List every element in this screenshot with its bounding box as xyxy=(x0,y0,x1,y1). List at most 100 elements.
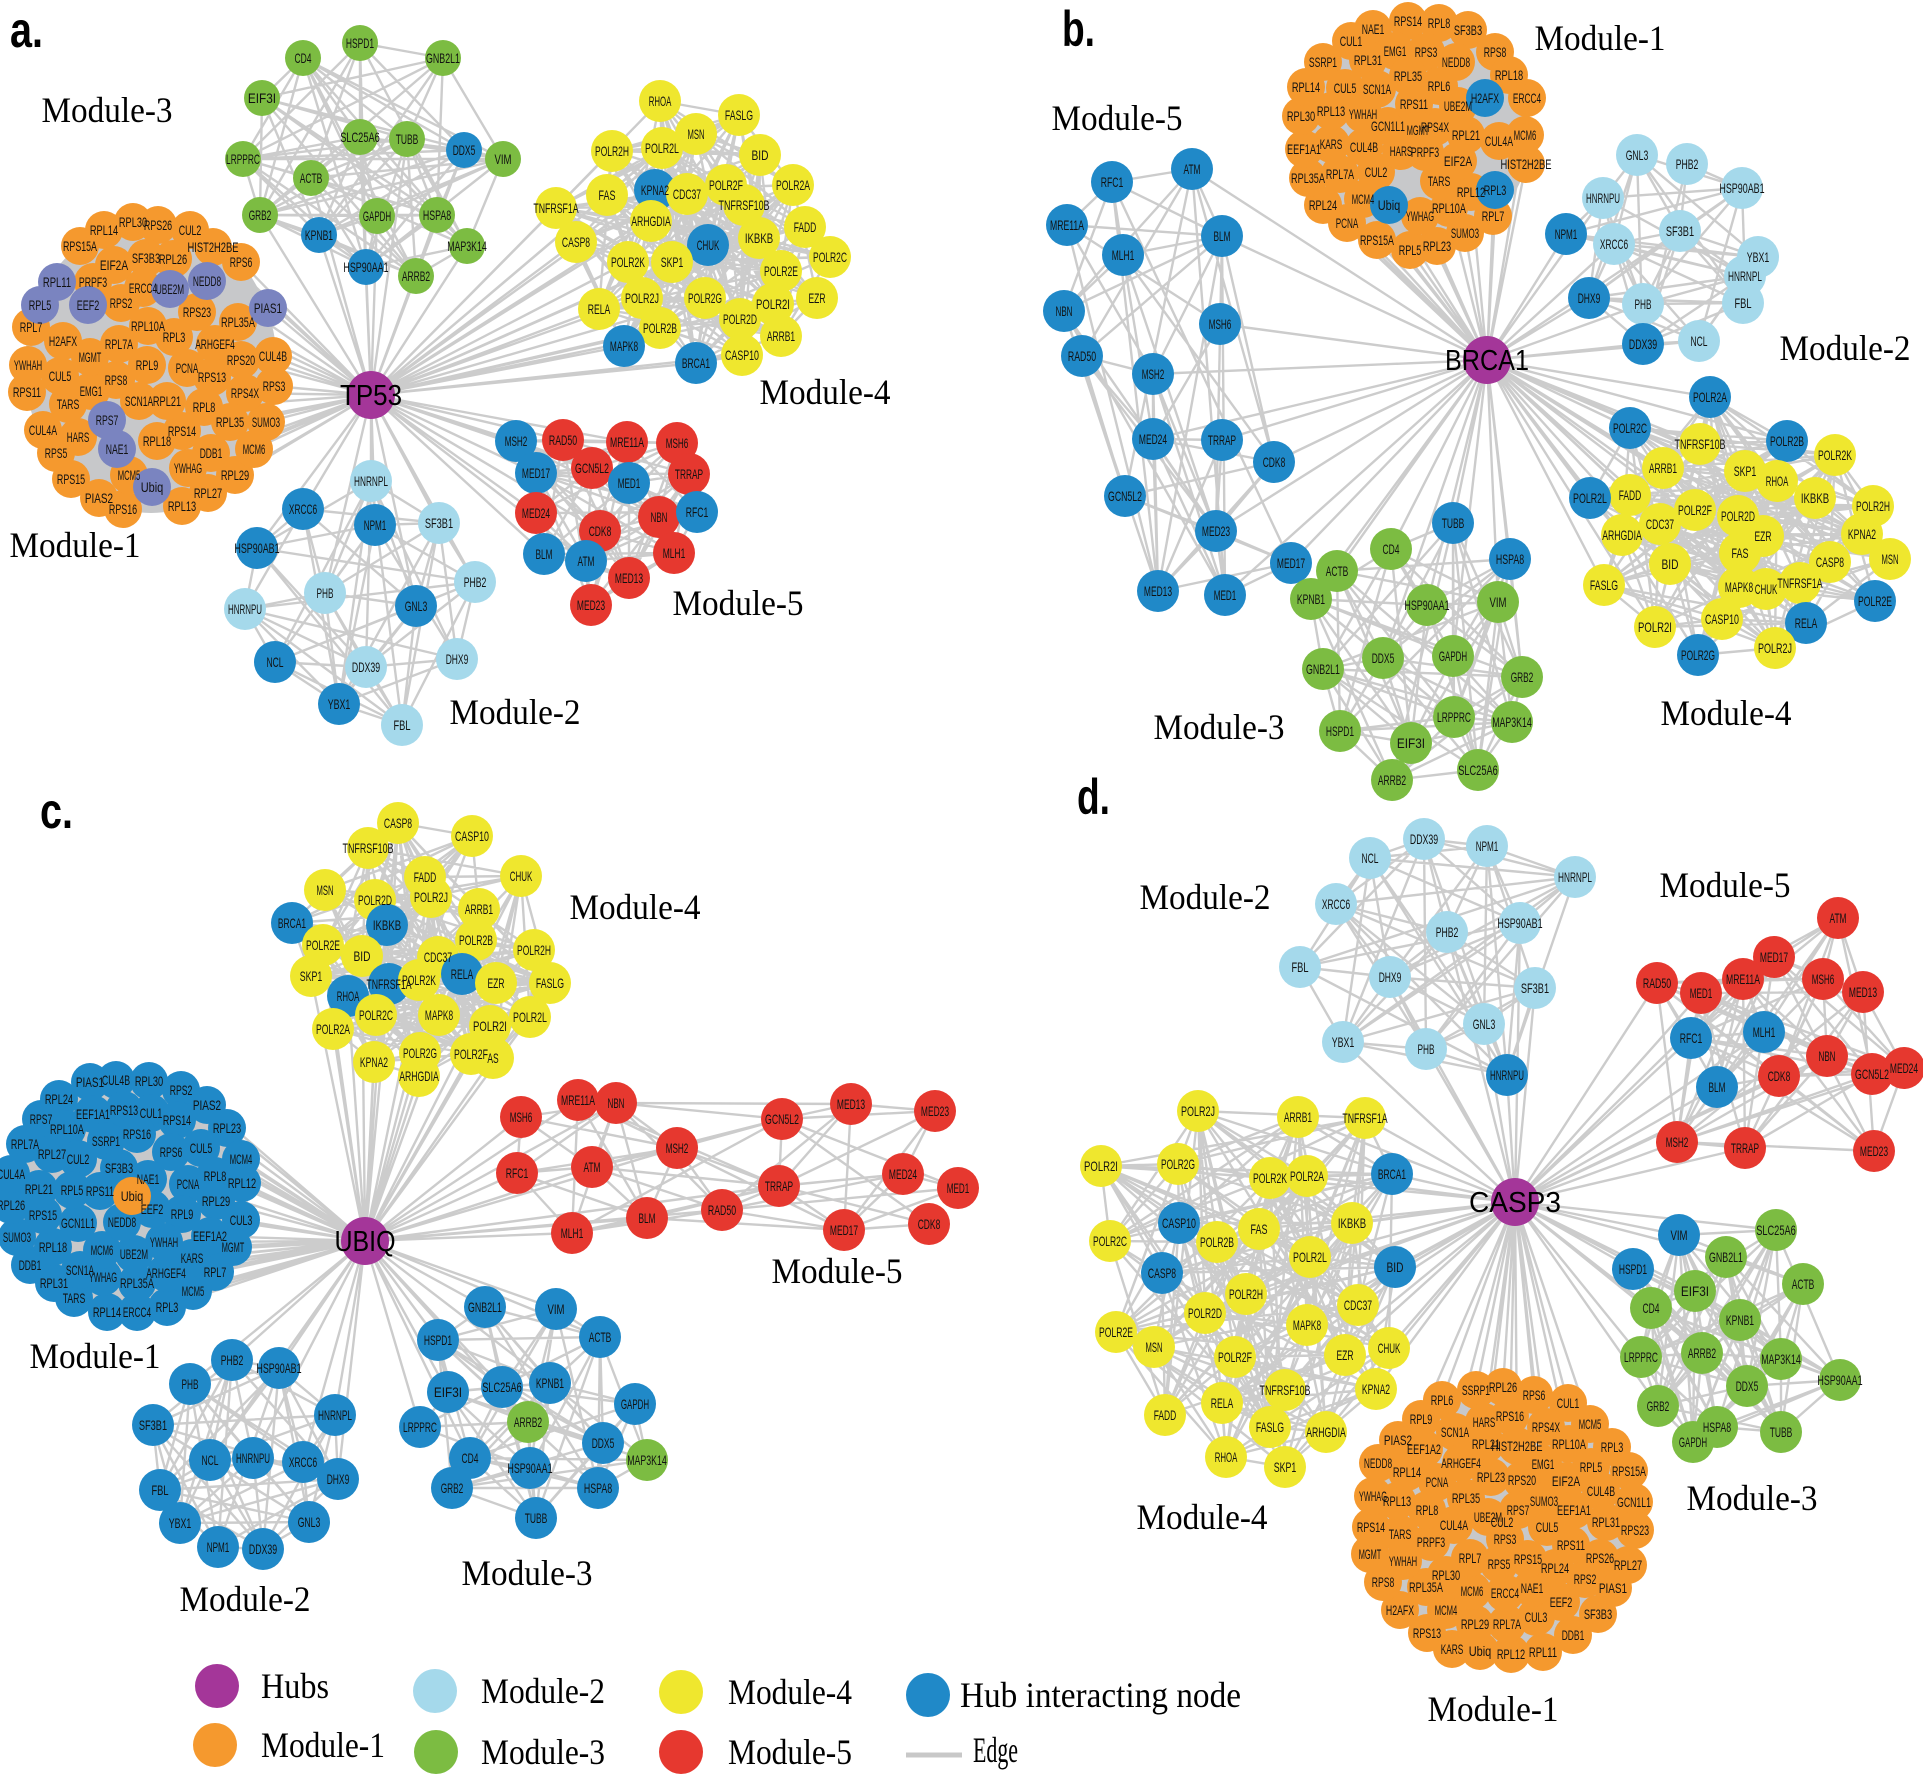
svg-text:RFC1: RFC1 xyxy=(506,1165,529,1181)
svg-text:ARHGDIA: ARHGDIA xyxy=(399,1068,439,1084)
svg-text:GAPDH: GAPDH xyxy=(1439,648,1467,664)
svg-text:YBX1: YBX1 xyxy=(1747,249,1770,265)
svg-text:TARS: TARS xyxy=(1389,1526,1412,1542)
svg-text:LRPPRC: LRPPRC xyxy=(1624,1349,1658,1365)
svg-text:CUL1: CUL1 xyxy=(1557,1395,1580,1411)
svg-text:EIF3I: EIF3I xyxy=(434,1384,462,1400)
svg-text:RPS4X: RPS4X xyxy=(1421,119,1450,135)
svg-text:SUMO3: SUMO3 xyxy=(252,414,280,430)
svg-text:Hub interacting node: Hub interacting node xyxy=(960,1675,1241,1715)
svg-text:H2AFX: H2AFX xyxy=(1471,90,1500,106)
svg-text:RPS16: RPS16 xyxy=(1496,1408,1524,1424)
svg-text:NPM1: NPM1 xyxy=(1555,226,1578,242)
svg-text:RPS23: RPS23 xyxy=(183,304,211,320)
svg-text:POLR2D: POLR2D xyxy=(723,311,757,327)
svg-text:RPL14: RPL14 xyxy=(90,222,118,238)
svg-text:YBX1: YBX1 xyxy=(169,1515,192,1531)
svg-text:POLR2C: POLR2C xyxy=(1093,1233,1127,1249)
svg-text:CASP10: CASP10 xyxy=(725,347,759,363)
svg-text:RPS15A: RPS15A xyxy=(1612,1463,1646,1479)
svg-text:FAS: FAS xyxy=(599,187,616,203)
svg-text:RPS11: RPS11 xyxy=(13,384,41,400)
svg-text:NBN: NBN xyxy=(651,509,668,525)
svg-text:MED13: MED13 xyxy=(1144,583,1172,599)
svg-text:SF3B1: SF3B1 xyxy=(425,515,453,531)
svg-text:HSP90AB1: HSP90AB1 xyxy=(234,540,279,556)
svg-text:GNB2L1: GNB2L1 xyxy=(1306,661,1340,677)
svg-text:RPL27: RPL27 xyxy=(38,1146,66,1162)
svg-text:POLR2L: POLR2L xyxy=(1573,490,1607,506)
svg-text:PIAS2: PIAS2 xyxy=(85,490,113,506)
svg-text:RPL14: RPL14 xyxy=(1393,1464,1421,1480)
svg-text:HSPD1: HSPD1 xyxy=(346,35,374,51)
svg-text:BLM: BLM xyxy=(536,546,553,562)
svg-text:KPNB1: KPNB1 xyxy=(1297,591,1325,607)
svg-text:DHX9: DHX9 xyxy=(1379,969,1402,985)
svg-text:NEDD8: NEDD8 xyxy=(1364,1455,1392,1471)
svg-text:YWHAG: YWHAG xyxy=(89,1269,117,1285)
svg-text:Module-2: Module-2 xyxy=(450,692,581,732)
svg-text:HSP90AA1: HSP90AA1 xyxy=(343,259,388,275)
svg-text:CUL2: CUL2 xyxy=(179,222,202,238)
svg-text:NPM1: NPM1 xyxy=(1476,838,1499,854)
svg-text:GNL3: GNL3 xyxy=(405,598,428,614)
svg-text:POLR2I: POLR2I xyxy=(1084,1158,1118,1174)
svg-text:RPL10A: RPL10A xyxy=(131,318,165,334)
svg-text:CUL3: CUL3 xyxy=(230,1212,253,1228)
svg-text:SKP1: SKP1 xyxy=(1734,463,1757,479)
svg-text:MRE11A: MRE11A xyxy=(1050,217,1084,233)
svg-text:MGMT: MGMT xyxy=(1407,122,1430,138)
svg-text:MED1: MED1 xyxy=(947,1180,970,1196)
svg-text:MED24: MED24 xyxy=(889,1166,917,1182)
svg-text:EMG1: EMG1 xyxy=(80,383,103,399)
svg-text:YWHAH: YWHAH xyxy=(1349,106,1377,122)
svg-text:DHX9: DHX9 xyxy=(327,1471,350,1487)
svg-text:RPS6: RPS6 xyxy=(230,254,253,270)
svg-text:PHB: PHB xyxy=(317,585,334,601)
svg-text:ERCC4: ERCC4 xyxy=(129,280,157,296)
svg-text:RPL27: RPL27 xyxy=(194,485,222,501)
svg-text:CUL4B: CUL4B xyxy=(259,348,287,364)
svg-text:GCN1L1: GCN1L1 xyxy=(1617,1494,1651,1510)
svg-text:TNFRSF1A: TNFRSF1A xyxy=(1342,1110,1388,1126)
svg-text:TNFRSF10B: TNFRSF10B xyxy=(1675,436,1726,452)
svg-text:POLR2E: POLR2E xyxy=(1858,593,1892,609)
svg-text:SF3B3: SF3B3 xyxy=(1454,22,1482,38)
svg-text:RFC1: RFC1 xyxy=(1680,1030,1703,1046)
svg-text:Edge: Edge xyxy=(973,1730,1018,1770)
svg-text:FADD: FADD xyxy=(1154,1407,1177,1423)
svg-text:RPL35: RPL35 xyxy=(1452,1490,1480,1506)
svg-text:Module-5: Module-5 xyxy=(1052,98,1183,138)
svg-text:CUL5: CUL5 xyxy=(1334,80,1357,96)
svg-text:DDX39: DDX39 xyxy=(1410,831,1438,847)
svg-text:NAE1: NAE1 xyxy=(1362,21,1385,37)
svg-text:MSN: MSN xyxy=(688,126,705,142)
svg-text:HSP90AB1: HSP90AB1 xyxy=(1719,180,1764,196)
svg-text:PHB: PHB xyxy=(182,1376,199,1392)
svg-text:CUL4A: CUL4A xyxy=(1485,133,1514,149)
svg-text:YWHAG: YWHAG xyxy=(1406,208,1434,224)
svg-text:RPL10A: RPL10A xyxy=(1552,1436,1586,1452)
svg-text:YBX1: YBX1 xyxy=(328,696,351,712)
svg-text:MSN: MSN xyxy=(1146,1339,1163,1355)
svg-text:SLC25A6: SLC25A6 xyxy=(1458,762,1498,778)
svg-text:MCM6: MCM6 xyxy=(243,441,266,457)
svg-text:CASP8: CASP8 xyxy=(562,234,590,250)
svg-text:DHX9: DHX9 xyxy=(446,651,469,667)
svg-text:PCNA: PCNA xyxy=(177,1176,200,1192)
svg-text:HIST2H2BE: HIST2H2BE xyxy=(188,239,239,255)
svg-text:EIF3I: EIF3I xyxy=(1681,1283,1709,1299)
svg-text:ACTB: ACTB xyxy=(300,170,323,186)
svg-text:Module-5: Module-5 xyxy=(772,1251,903,1291)
svg-text:MCM5: MCM5 xyxy=(1579,1416,1602,1432)
svg-text:DDX5: DDX5 xyxy=(1736,1378,1759,1394)
svg-text:HSP90AA1: HSP90AA1 xyxy=(1404,597,1449,613)
svg-text:SF3B3: SF3B3 xyxy=(132,250,160,266)
svg-text:PIAS2: PIAS2 xyxy=(193,1097,221,1113)
svg-text:MAP3K14: MAP3K14 xyxy=(1492,714,1532,730)
svg-text:RPL11: RPL11 xyxy=(43,274,71,290)
svg-text:EZR: EZR xyxy=(809,290,826,306)
svg-text:ARHGDIA: ARHGDIA xyxy=(631,213,671,229)
svg-text:SKP1: SKP1 xyxy=(300,968,323,984)
svg-text:RPL35: RPL35 xyxy=(1394,68,1422,84)
